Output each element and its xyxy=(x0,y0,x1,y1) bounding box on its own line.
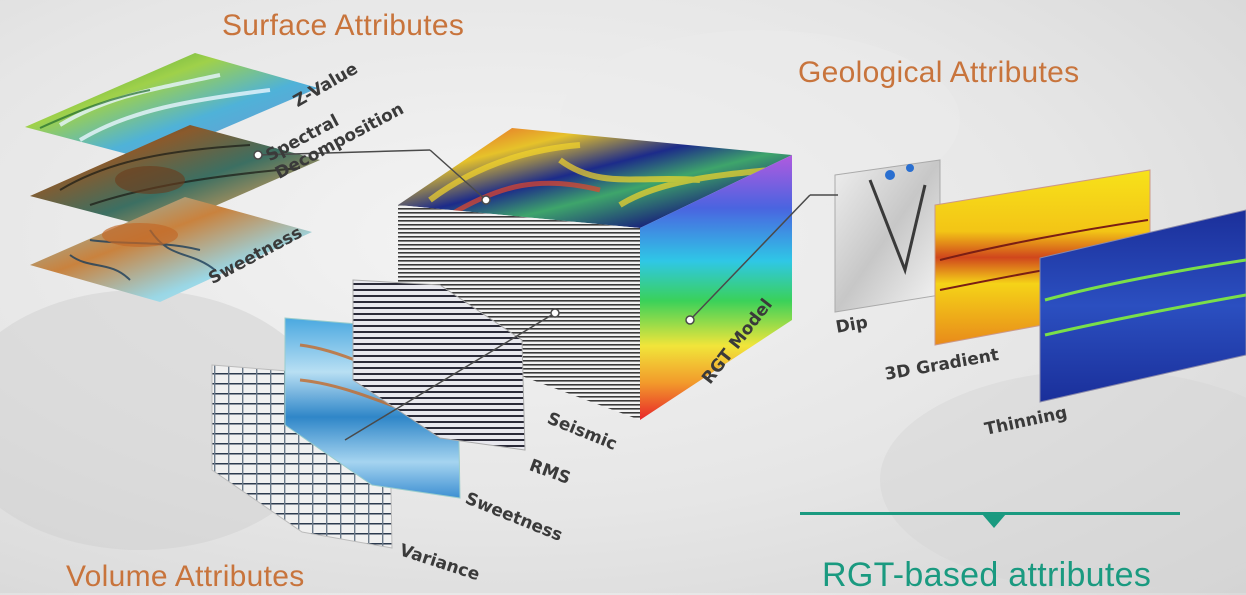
z-value-surface xyxy=(25,53,318,160)
section-divider xyxy=(800,512,1180,515)
rms-slice xyxy=(352,279,526,451)
seismic-cube xyxy=(398,128,792,420)
geological-attributes-heading: Geological Attributes xyxy=(798,56,1080,89)
sweetness-surface xyxy=(30,197,312,302)
thinning-panel xyxy=(1039,209,1246,403)
volume-attributes-heading: Volume Attributes xyxy=(66,560,305,593)
spectral-decomposition-surface xyxy=(30,125,320,230)
leader-lines xyxy=(253,149,838,441)
rgt-based-attributes-heading: RGT-based attributes xyxy=(822,556,1152,594)
divider-arrow-icon xyxy=(982,514,1006,528)
dip-panel xyxy=(834,159,941,313)
surface-attributes-heading: Surface Attributes xyxy=(222,9,465,42)
